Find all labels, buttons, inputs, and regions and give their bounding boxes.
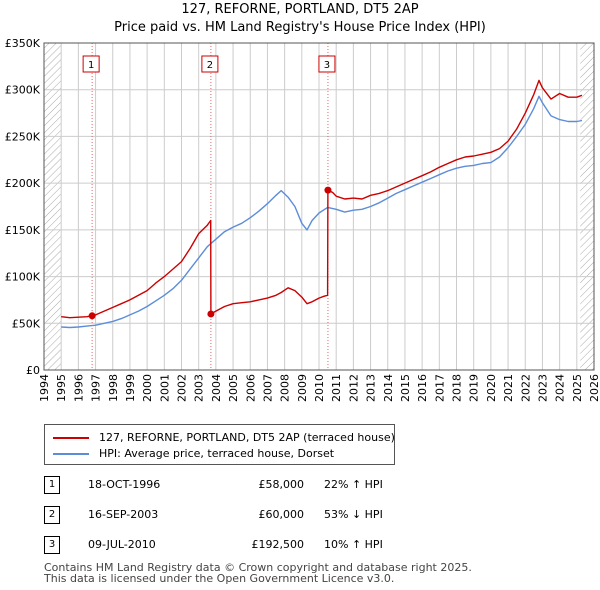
y-tick-label: £100K: [5, 271, 41, 284]
transaction-price: £58,000: [258, 478, 305, 491]
x-tick-label: 2016: [416, 374, 429, 402]
x-tick-label: 2003: [193, 374, 206, 402]
y-tick-label: £250K: [5, 130, 41, 143]
sale-label-text: 2: [207, 60, 213, 71]
x-tick-label: 2010: [313, 374, 326, 402]
y-tick-label: £50K: [12, 317, 41, 330]
x-tick-label: 2004: [210, 374, 223, 402]
sale-label-box: [201, 55, 219, 73]
x-tick-label: 2015: [399, 374, 412, 402]
property-series-line: [61, 79, 583, 319]
hatched-region: [580, 43, 594, 370]
transaction-price: £192,500: [251, 538, 305, 551]
x-tick-label: 2017: [433, 374, 446, 402]
x-tick-label: 2005: [227, 374, 240, 402]
x-tick-label: 2022: [519, 374, 532, 402]
x-tick-label: 1994: [38, 374, 51, 402]
transaction-number: 1: [44, 476, 60, 494]
x-tick-label: 1999: [124, 374, 137, 402]
x-tick-label: 1995: [55, 374, 68, 402]
transaction-hpi-diff: 53% ↓ HPI: [324, 508, 383, 521]
sale-point: [207, 310, 215, 318]
hatched-region: [44, 43, 62, 370]
legend-swatch-hpi: [53, 453, 89, 455]
hpi-series-line: [61, 95, 583, 329]
x-tick-label: 2025: [571, 374, 584, 402]
transaction-price: £60,000: [258, 508, 305, 521]
x-tick-label: 2020: [485, 374, 498, 402]
x-tick-label: 2008: [279, 374, 292, 402]
x-tick-label: 2001: [158, 374, 171, 402]
x-tick-label: 2013: [365, 374, 378, 402]
transaction-number: 2: [44, 506, 60, 524]
chart-legend: 127, REFORNE, PORTLAND, DT5 2AP (terrace…: [44, 424, 395, 465]
sale-label-text: 3: [324, 60, 330, 71]
sale-label-box: [82, 55, 100, 73]
y-tick-label: £150K: [5, 224, 41, 237]
footer-license: This data is licensed under the Open Gov…: [44, 572, 395, 585]
sale-point: [88, 312, 96, 320]
transaction-hpi-diff: 22% ↑ HPI: [324, 478, 383, 491]
x-tick-label: 2002: [176, 374, 189, 402]
plot-frame: [43, 42, 595, 371]
x-tick-label: 2012: [347, 374, 360, 402]
chart-title-line2: Price paid vs. HM Land Registry's House …: [114, 20, 486, 35]
x-tick-label: 1996: [72, 374, 85, 402]
x-tick-label: 2006: [244, 374, 257, 402]
transaction-hpi-diff: 10% ↑ HPI: [324, 538, 383, 551]
x-tick-label: 1998: [107, 374, 120, 402]
x-tick-label: 2014: [382, 374, 395, 402]
transaction-date: 16-SEP-2003: [88, 508, 159, 521]
chart-title-line1: 127, REFORNE, PORTLAND, DT5 2AP: [181, 2, 419, 17]
y-tick-label: £300K: [5, 84, 41, 97]
sale-label-text: 1: [88, 60, 94, 71]
x-tick-label: 2007: [261, 374, 274, 402]
x-tick-label: 1997: [90, 374, 103, 402]
legend-label-hpi: HPI: Average price, terraced house, Dors…: [99, 447, 335, 460]
price-chart: 1 2 3 £0 £50K £100K £150K £200K £250K £300K £350K…: [5, 37, 600, 402]
x-tick-label: 2018: [451, 374, 464, 402]
y-tick-label: £350K: [5, 37, 41, 50]
transaction-number: 3: [44, 536, 60, 554]
x-tick-label: 2009: [296, 374, 309, 402]
x-tick-label: 2021: [502, 374, 515, 402]
sale-point: [324, 186, 332, 194]
transaction-date: 09-JUL-2010: [88, 538, 156, 551]
legend-swatch-property: [53, 437, 89, 439]
x-tick-label: 2026: [588, 374, 600, 402]
footer-copyright: Contains HM Land Registry data © Crown c…: [44, 561, 472, 574]
transaction-date: 18-OCT-1996: [88, 478, 161, 491]
legend-label-property: 127, REFORNE, PORTLAND, DT5 2AP (terrace…: [99, 431, 395, 444]
x-tick-label: 2000: [141, 374, 154, 402]
y-tick-label: £0: [26, 364, 40, 377]
y-tick-label: £200K: [5, 177, 41, 190]
x-tick-label: 2023: [536, 374, 549, 402]
x-tick-label: 2024: [554, 374, 567, 402]
sale-label-box: [318, 55, 336, 73]
x-tick-label: 2011: [330, 374, 343, 402]
x-tick-label: 2019: [468, 374, 481, 402]
